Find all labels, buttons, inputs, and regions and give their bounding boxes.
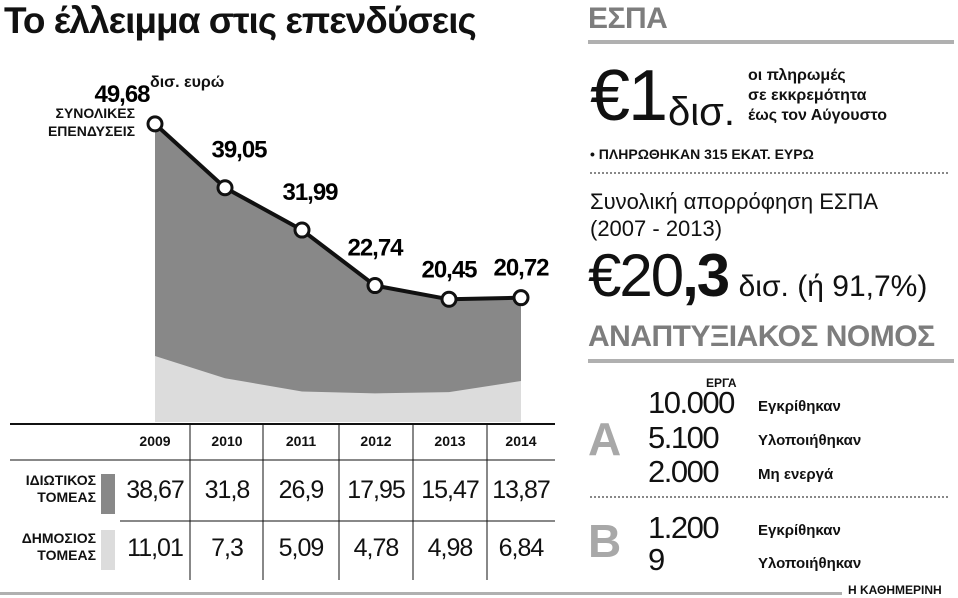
group-a-approved-label: Εγκρίθηκαν bbox=[758, 398, 841, 415]
espa-heading: ΕΣΠΑ bbox=[588, 2, 668, 35]
group-a-letter: Α bbox=[588, 413, 622, 465]
private-sector-area bbox=[155, 123, 521, 423]
espa-absorption-line-1: Συνολική απορρόφηση ΕΣΠΑ bbox=[590, 189, 879, 214]
total-value-label-2012: 22,74 bbox=[347, 235, 404, 262]
investment-chart: 49,68 39,05 31,99 22,74 20,45 20,72 bbox=[10, 81, 555, 580]
total-point-2011 bbox=[293, 221, 311, 239]
private-value-2009: 38,67 bbox=[126, 476, 185, 504]
group-a-inactive-label: Μη ενεργά bbox=[758, 466, 834, 483]
public-value-2011: 5,09 bbox=[278, 534, 325, 562]
total-unit: δισ. ευρώ bbox=[150, 74, 225, 91]
year-header-2009: 2009 bbox=[139, 433, 171, 449]
footer-rule bbox=[0, 592, 842, 595]
espa-divider bbox=[590, 172, 948, 174]
espa-pending-amount: €1 bbox=[590, 56, 668, 136]
espa-absorption-int: €20 bbox=[588, 242, 684, 309]
private-value-2013: 15,47 bbox=[421, 476, 480, 504]
total-investment-line bbox=[153, 122, 522, 302]
espa-absorption-label: Συνολική απορρόφηση ΕΣΠΑ (2007 - 2013) bbox=[590, 188, 878, 242]
year-header-2010: 2010 bbox=[211, 433, 243, 449]
total-value-label-2011: 31,99 bbox=[282, 179, 338, 206]
public-sector-area bbox=[155, 355, 521, 422]
total-series-label: ΣΥΝΟΛΙΚΕΣ ΕΠΕΝΔΥΣΕΙΣ bbox=[47, 105, 135, 139]
private-value-2011: 26,9 bbox=[278, 476, 325, 504]
espa-absorption-unit: δισ. bbox=[738, 270, 789, 303]
espa-absorption-pct: (ή 91,7%) bbox=[797, 270, 928, 303]
espa-pending-line-1: οι πληρωμές bbox=[748, 67, 846, 84]
total-value-label-2013: 20,45 bbox=[421, 256, 477, 283]
law-heading: ΑΝΑΠΤΥΞΙΑΚΟΣ ΝΟΜΟΣ bbox=[588, 320, 935, 353]
year-header-2012: 2012 bbox=[360, 433, 392, 449]
total-value-label-2009: 49,68 bbox=[94, 81, 150, 108]
espa-pending-unit: δισ. bbox=[668, 90, 735, 134]
private-value-2012: 17,95 bbox=[347, 476, 406, 504]
group-b-implemented-value: 9 bbox=[648, 542, 665, 577]
total-point-2014 bbox=[512, 289, 530, 307]
law-column-label: ΕΡΓΑ bbox=[706, 376, 737, 390]
private-sector-label: ΙΔΙΩΤΙΚΟΣ ΤΟΜΕΑΣ bbox=[25, 472, 96, 505]
espa-pending-text: οι πληρωμές σε εκκρεμότητα έως τον Αύγου… bbox=[748, 66, 887, 126]
total-value-label-2010: 39,05 bbox=[211, 137, 267, 164]
law-divider bbox=[590, 496, 948, 498]
espa-pending-line-3: έως τον Αύγουστο bbox=[748, 107, 887, 124]
espa-paid-note: • ΠΛΗΡΩΘΗΚΑΝ 315 ΕΚΑΤ. ΕΥΡΩ bbox=[590, 146, 814, 162]
private-sector-swatch bbox=[101, 474, 115, 514]
public-value-2013: 4,98 bbox=[427, 534, 474, 562]
law-rule bbox=[588, 359, 954, 363]
public-value-2012: 4,78 bbox=[353, 534, 400, 562]
total-point-2010 bbox=[216, 179, 234, 197]
year-header-2013: 2013 bbox=[434, 433, 466, 449]
group-b-letter: Β bbox=[588, 515, 622, 567]
espa-absorption-dec: ,3 bbox=[682, 242, 730, 309]
group-a-implemented-label: Υλοποιήθηκαν bbox=[758, 432, 862, 449]
public-sector-label: ΔΗΜΟΣΙΟΣ ΤΟΜΕΑΣ bbox=[21, 530, 96, 563]
group-a-approved-value: 10.000 bbox=[648, 385, 735, 420]
public-value-2009: 11,01 bbox=[127, 534, 184, 562]
total-value-label-2014: 20,72 bbox=[493, 255, 549, 282]
espa-rule bbox=[588, 40, 954, 44]
espa-absorption-amount: €20,3 δισ. (ή 91,7%) bbox=[588, 246, 927, 322]
espa-pending-line-2: σε εκκρεμότητα bbox=[748, 87, 867, 104]
group-b-approved-label: Εγκρίθηκαν bbox=[758, 522, 841, 539]
total-point-2012 bbox=[366, 277, 384, 295]
espa-absorption-line-2: (2007 - 2013) bbox=[590, 216, 723, 241]
year-header-2014: 2014 bbox=[505, 433, 537, 449]
public-sector-swatch bbox=[101, 530, 115, 570]
public-value-2010: 7,3 bbox=[211, 534, 244, 562]
group-a-implemented-value: 5.100 bbox=[648, 420, 720, 455]
footer-source: Η ΚΑΘΗΜΕΡΙΝΗ bbox=[848, 583, 942, 597]
group-b-approved-value: 1.200 bbox=[648, 510, 720, 545]
total-point-2009 bbox=[146, 115, 164, 133]
public-value-2014: 6,84 bbox=[498, 534, 545, 562]
group-a-inactive-value: 2.000 bbox=[648, 454, 720, 489]
private-value-2014: 13,87 bbox=[492, 476, 551, 504]
private-value-2010: 31,8 bbox=[204, 476, 251, 504]
group-b-implemented-label: Υλοποιήθηκαν bbox=[758, 555, 862, 572]
year-header-2011: 2011 bbox=[285, 433, 317, 449]
page-title: Το έλλειμμα στις επενδύσεις bbox=[4, 0, 477, 41]
total-point-2013 bbox=[440, 290, 458, 308]
